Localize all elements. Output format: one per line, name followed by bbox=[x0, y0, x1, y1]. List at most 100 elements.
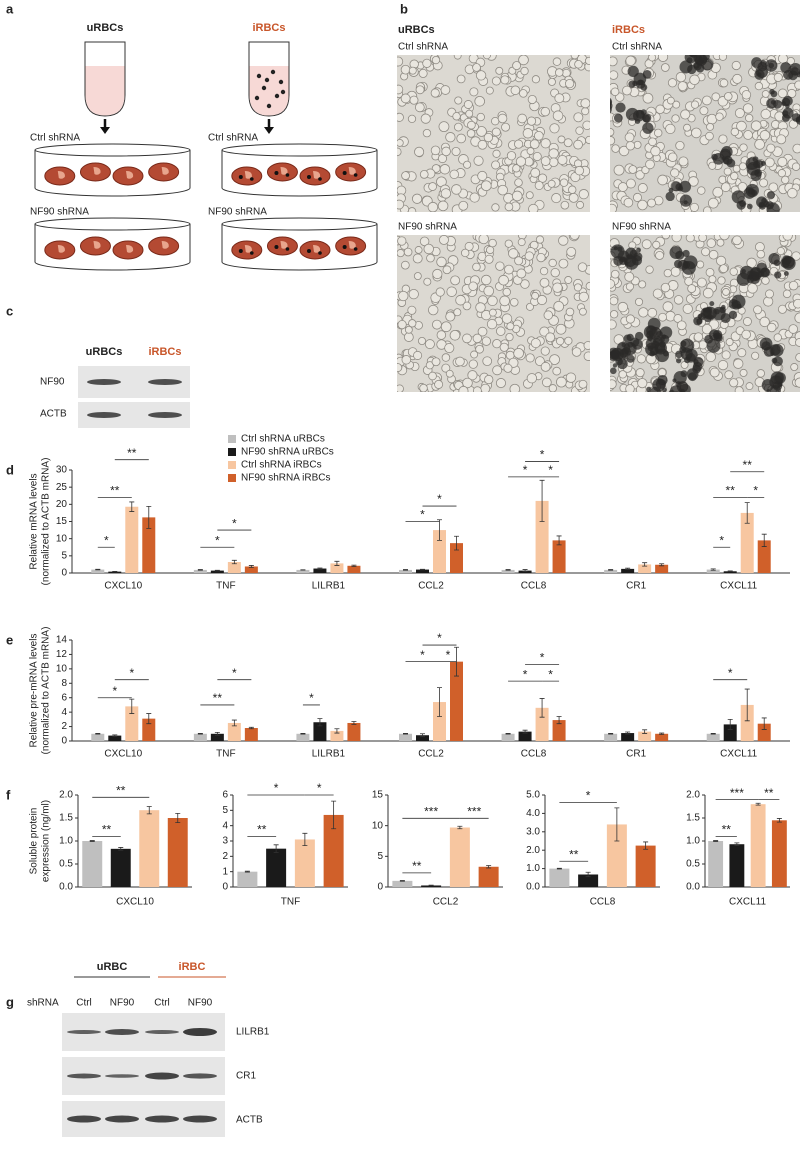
error-bar bbox=[642, 729, 648, 734]
band bbox=[67, 1030, 101, 1034]
aggregate bbox=[612, 363, 618, 368]
rbc bbox=[539, 326, 550, 337]
rbc bbox=[515, 156, 527, 167]
bar bbox=[729, 844, 745, 887]
bar bbox=[535, 500, 549, 573]
rbc bbox=[724, 370, 734, 380]
significance-label: ** bbox=[722, 823, 732, 837]
significance-label: ** bbox=[569, 847, 579, 861]
rbc bbox=[422, 128, 432, 138]
aggregate bbox=[760, 161, 766, 166]
bar bbox=[723, 571, 737, 573]
rbc bbox=[647, 307, 658, 318]
rbc bbox=[745, 382, 754, 391]
x-axis-label: CCL2 bbox=[433, 897, 459, 908]
y-tick-label: 1 bbox=[222, 866, 228, 877]
rbc bbox=[513, 347, 524, 359]
rbc bbox=[671, 235, 682, 243]
y-tick-label: 25 bbox=[56, 482, 68, 493]
aggregate bbox=[679, 180, 691, 193]
significance-label: ** bbox=[764, 786, 774, 800]
rbc bbox=[564, 276, 573, 284]
micrograph bbox=[397, 235, 590, 392]
rbc bbox=[742, 103, 754, 114]
nucleus bbox=[280, 167, 288, 175]
error-bar bbox=[625, 731, 631, 735]
significance-label: * bbox=[215, 533, 220, 547]
rbc bbox=[434, 379, 444, 389]
column-label: iRBCs bbox=[148, 346, 181, 358]
aggregate bbox=[701, 58, 714, 71]
rbc bbox=[492, 365, 503, 376]
rbc bbox=[540, 156, 551, 166]
aggregate bbox=[760, 267, 770, 277]
y-tick-label: 2 bbox=[222, 851, 228, 862]
rbc bbox=[397, 139, 404, 147]
rbc bbox=[622, 85, 632, 96]
y-tick-label: 10 bbox=[56, 533, 68, 544]
aggregate bbox=[603, 106, 609, 112]
bar bbox=[501, 733, 515, 741]
aggregate bbox=[783, 271, 789, 277]
rbc bbox=[403, 247, 413, 257]
rbc bbox=[477, 139, 488, 150]
significance-label: *** bbox=[730, 786, 744, 800]
aggregate bbox=[736, 200, 746, 210]
rbc bbox=[578, 189, 589, 200]
rbc bbox=[525, 302, 534, 311]
y-tick-label: 5 bbox=[377, 851, 383, 862]
rbc bbox=[698, 235, 708, 243]
aggregate bbox=[651, 340, 660, 349]
parasite bbox=[250, 251, 254, 255]
panel-letter: b bbox=[400, 1, 408, 16]
rbc bbox=[472, 333, 483, 344]
error-bar bbox=[539, 698, 545, 718]
rbc bbox=[657, 55, 669, 62]
nucleus bbox=[244, 171, 252, 179]
aggregate bbox=[626, 354, 635, 363]
significance-label: * bbox=[232, 516, 237, 530]
rbc bbox=[625, 55, 636, 66]
rbc bbox=[413, 350, 423, 360]
aggregate bbox=[707, 313, 713, 320]
rbc bbox=[719, 235, 730, 241]
rbc bbox=[777, 88, 788, 99]
error-bar bbox=[505, 733, 511, 735]
error-bar bbox=[727, 718, 733, 730]
rbc bbox=[610, 379, 617, 389]
nucleus bbox=[161, 241, 169, 249]
rbc bbox=[729, 267, 738, 276]
rbc bbox=[487, 295, 498, 307]
rbc bbox=[453, 308, 462, 317]
rbc bbox=[474, 95, 486, 107]
rbc bbox=[641, 239, 652, 250]
y-axis-label: Soluble protein bbox=[29, 808, 40, 875]
rbc bbox=[423, 243, 434, 255]
rbc bbox=[525, 191, 534, 200]
legend-label: NF90 shRNA iRBCs bbox=[241, 473, 330, 484]
significance-label: *** bbox=[424, 804, 438, 818]
rbc bbox=[559, 178, 569, 187]
error-bar bbox=[556, 535, 562, 546]
rbc bbox=[632, 192, 642, 202]
rbc bbox=[723, 167, 732, 176]
rbc bbox=[483, 285, 495, 297]
bar bbox=[706, 569, 720, 573]
rbc bbox=[706, 122, 715, 131]
rbc bbox=[666, 96, 675, 105]
bar bbox=[91, 569, 105, 573]
rbc bbox=[408, 288, 419, 300]
x-tick-label: CXCL10 bbox=[104, 581, 142, 592]
band bbox=[105, 1115, 139, 1123]
rbc bbox=[734, 108, 745, 119]
rbc bbox=[404, 325, 413, 334]
rbc bbox=[667, 78, 678, 88]
rbc bbox=[741, 329, 751, 340]
bar bbox=[142, 718, 156, 741]
bar bbox=[421, 885, 442, 887]
rbc bbox=[568, 192, 579, 203]
rbc bbox=[660, 282, 671, 293]
bar bbox=[740, 512, 754, 573]
rbc bbox=[516, 268, 527, 279]
row-label: Ctrl shRNA bbox=[30, 133, 80, 144]
